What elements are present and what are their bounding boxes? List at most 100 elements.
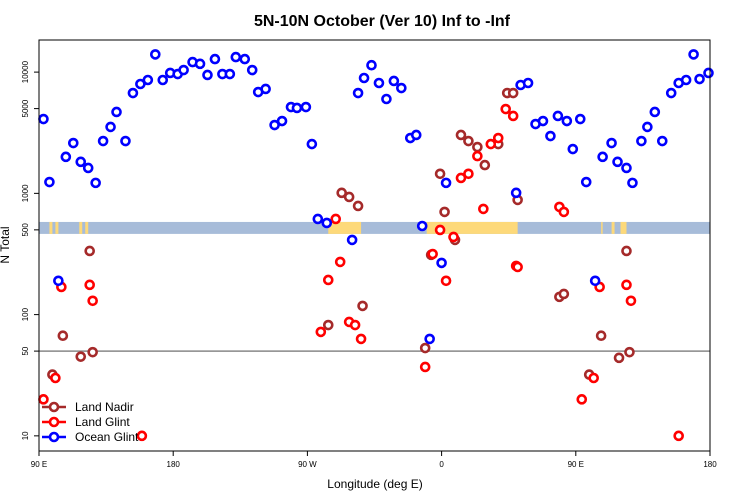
data-point (558, 288, 570, 300)
y-tick-label: 100 (21, 307, 30, 321)
data-point (492, 132, 504, 144)
data-point (50, 372, 61, 384)
data-point (512, 261, 523, 273)
land-segment (601, 221, 603, 234)
data-point (545, 130, 556, 142)
data-point (322, 274, 334, 286)
data-point (357, 300, 368, 312)
land-segment (620, 221, 627, 234)
data-point (352, 200, 364, 212)
data-point (330, 213, 342, 225)
x-tick-label: 90 E (568, 460, 584, 469)
land-segment (79, 221, 83, 234)
land-segment (55, 221, 59, 234)
data-point (336, 187, 347, 199)
legend-item: Land Nadir (42, 400, 134, 414)
x-tick-label: 90 E (31, 460, 47, 469)
ocean-band (39, 221, 710, 234)
data-point (306, 138, 318, 150)
data-point (276, 115, 288, 127)
data-point (38, 113, 49, 125)
data-point (606, 137, 617, 149)
data-point (75, 351, 87, 362)
data-point (300, 101, 312, 113)
data-point (87, 346, 98, 358)
data-point (621, 279, 632, 291)
data-point (381, 93, 392, 105)
y-tick-label: 50 (21, 346, 30, 355)
data-point (84, 245, 95, 257)
data-point (239, 53, 251, 65)
data-point (455, 172, 467, 184)
data-point (346, 234, 358, 246)
data-point (82, 162, 94, 174)
data-point (673, 430, 684, 442)
data-point (349, 319, 361, 331)
data-point (105, 121, 116, 133)
data-point (472, 141, 483, 153)
data-point (111, 106, 122, 118)
data-point (291, 102, 303, 114)
data-point (574, 113, 586, 125)
data-point (558, 206, 570, 218)
land-segment (426, 221, 518, 234)
data-point (703, 67, 714, 79)
data-point (537, 115, 549, 127)
plot-frame (38, 39, 711, 452)
data-point (87, 295, 98, 307)
data-point (455, 129, 467, 141)
data-point (416, 220, 428, 232)
legend-label: Land Nadir (75, 400, 134, 414)
data-point (84, 279, 95, 291)
y-tick-label: 5000 (21, 99, 30, 117)
data-point (120, 135, 131, 147)
data-point (485, 138, 497, 150)
data-point (463, 168, 474, 180)
data-point (580, 176, 592, 188)
series-ocean-glint (38, 49, 714, 345)
data-point (589, 275, 601, 287)
data-point (588, 372, 599, 384)
y-axis: 10 50 100 500 1000 5000 10000 (21, 60, 39, 440)
data-point (202, 69, 213, 81)
data-point (396, 82, 407, 94)
data-point (561, 115, 573, 127)
data-point (57, 330, 69, 341)
data-point (621, 245, 632, 257)
surface-band (39, 221, 710, 234)
data-point (136, 430, 148, 442)
series-land-nadir (47, 87, 635, 380)
data-point (694, 73, 705, 85)
data-point (500, 103, 512, 115)
y-tick-label: 1000 (21, 184, 30, 202)
data-point (246, 64, 258, 76)
data-points (38, 49, 714, 442)
data-point (463, 135, 474, 147)
data-point (355, 333, 367, 345)
data-point (410, 129, 422, 141)
data-point (649, 106, 661, 118)
data-point (352, 87, 364, 99)
y-tick-label: 10000 (21, 60, 30, 83)
data-point (656, 135, 668, 147)
y-tick-label: 500 (21, 223, 30, 237)
data-point (38, 394, 49, 405)
data-point (510, 187, 522, 199)
data-point (230, 51, 242, 63)
data-point (567, 143, 579, 155)
data-point (53, 275, 64, 287)
data-point (576, 394, 588, 405)
data-point (613, 352, 625, 364)
land-segment (85, 221, 89, 234)
data-point (127, 87, 139, 99)
data-point (178, 64, 189, 76)
x-tick-label: 180 (703, 460, 717, 469)
legend-item: Ocean Glint (42, 430, 139, 444)
data-point (479, 159, 491, 171)
data-point (419, 361, 431, 373)
data-point (507, 87, 519, 99)
data-point (366, 59, 377, 71)
data-point (424, 333, 435, 345)
data-point (260, 83, 271, 95)
